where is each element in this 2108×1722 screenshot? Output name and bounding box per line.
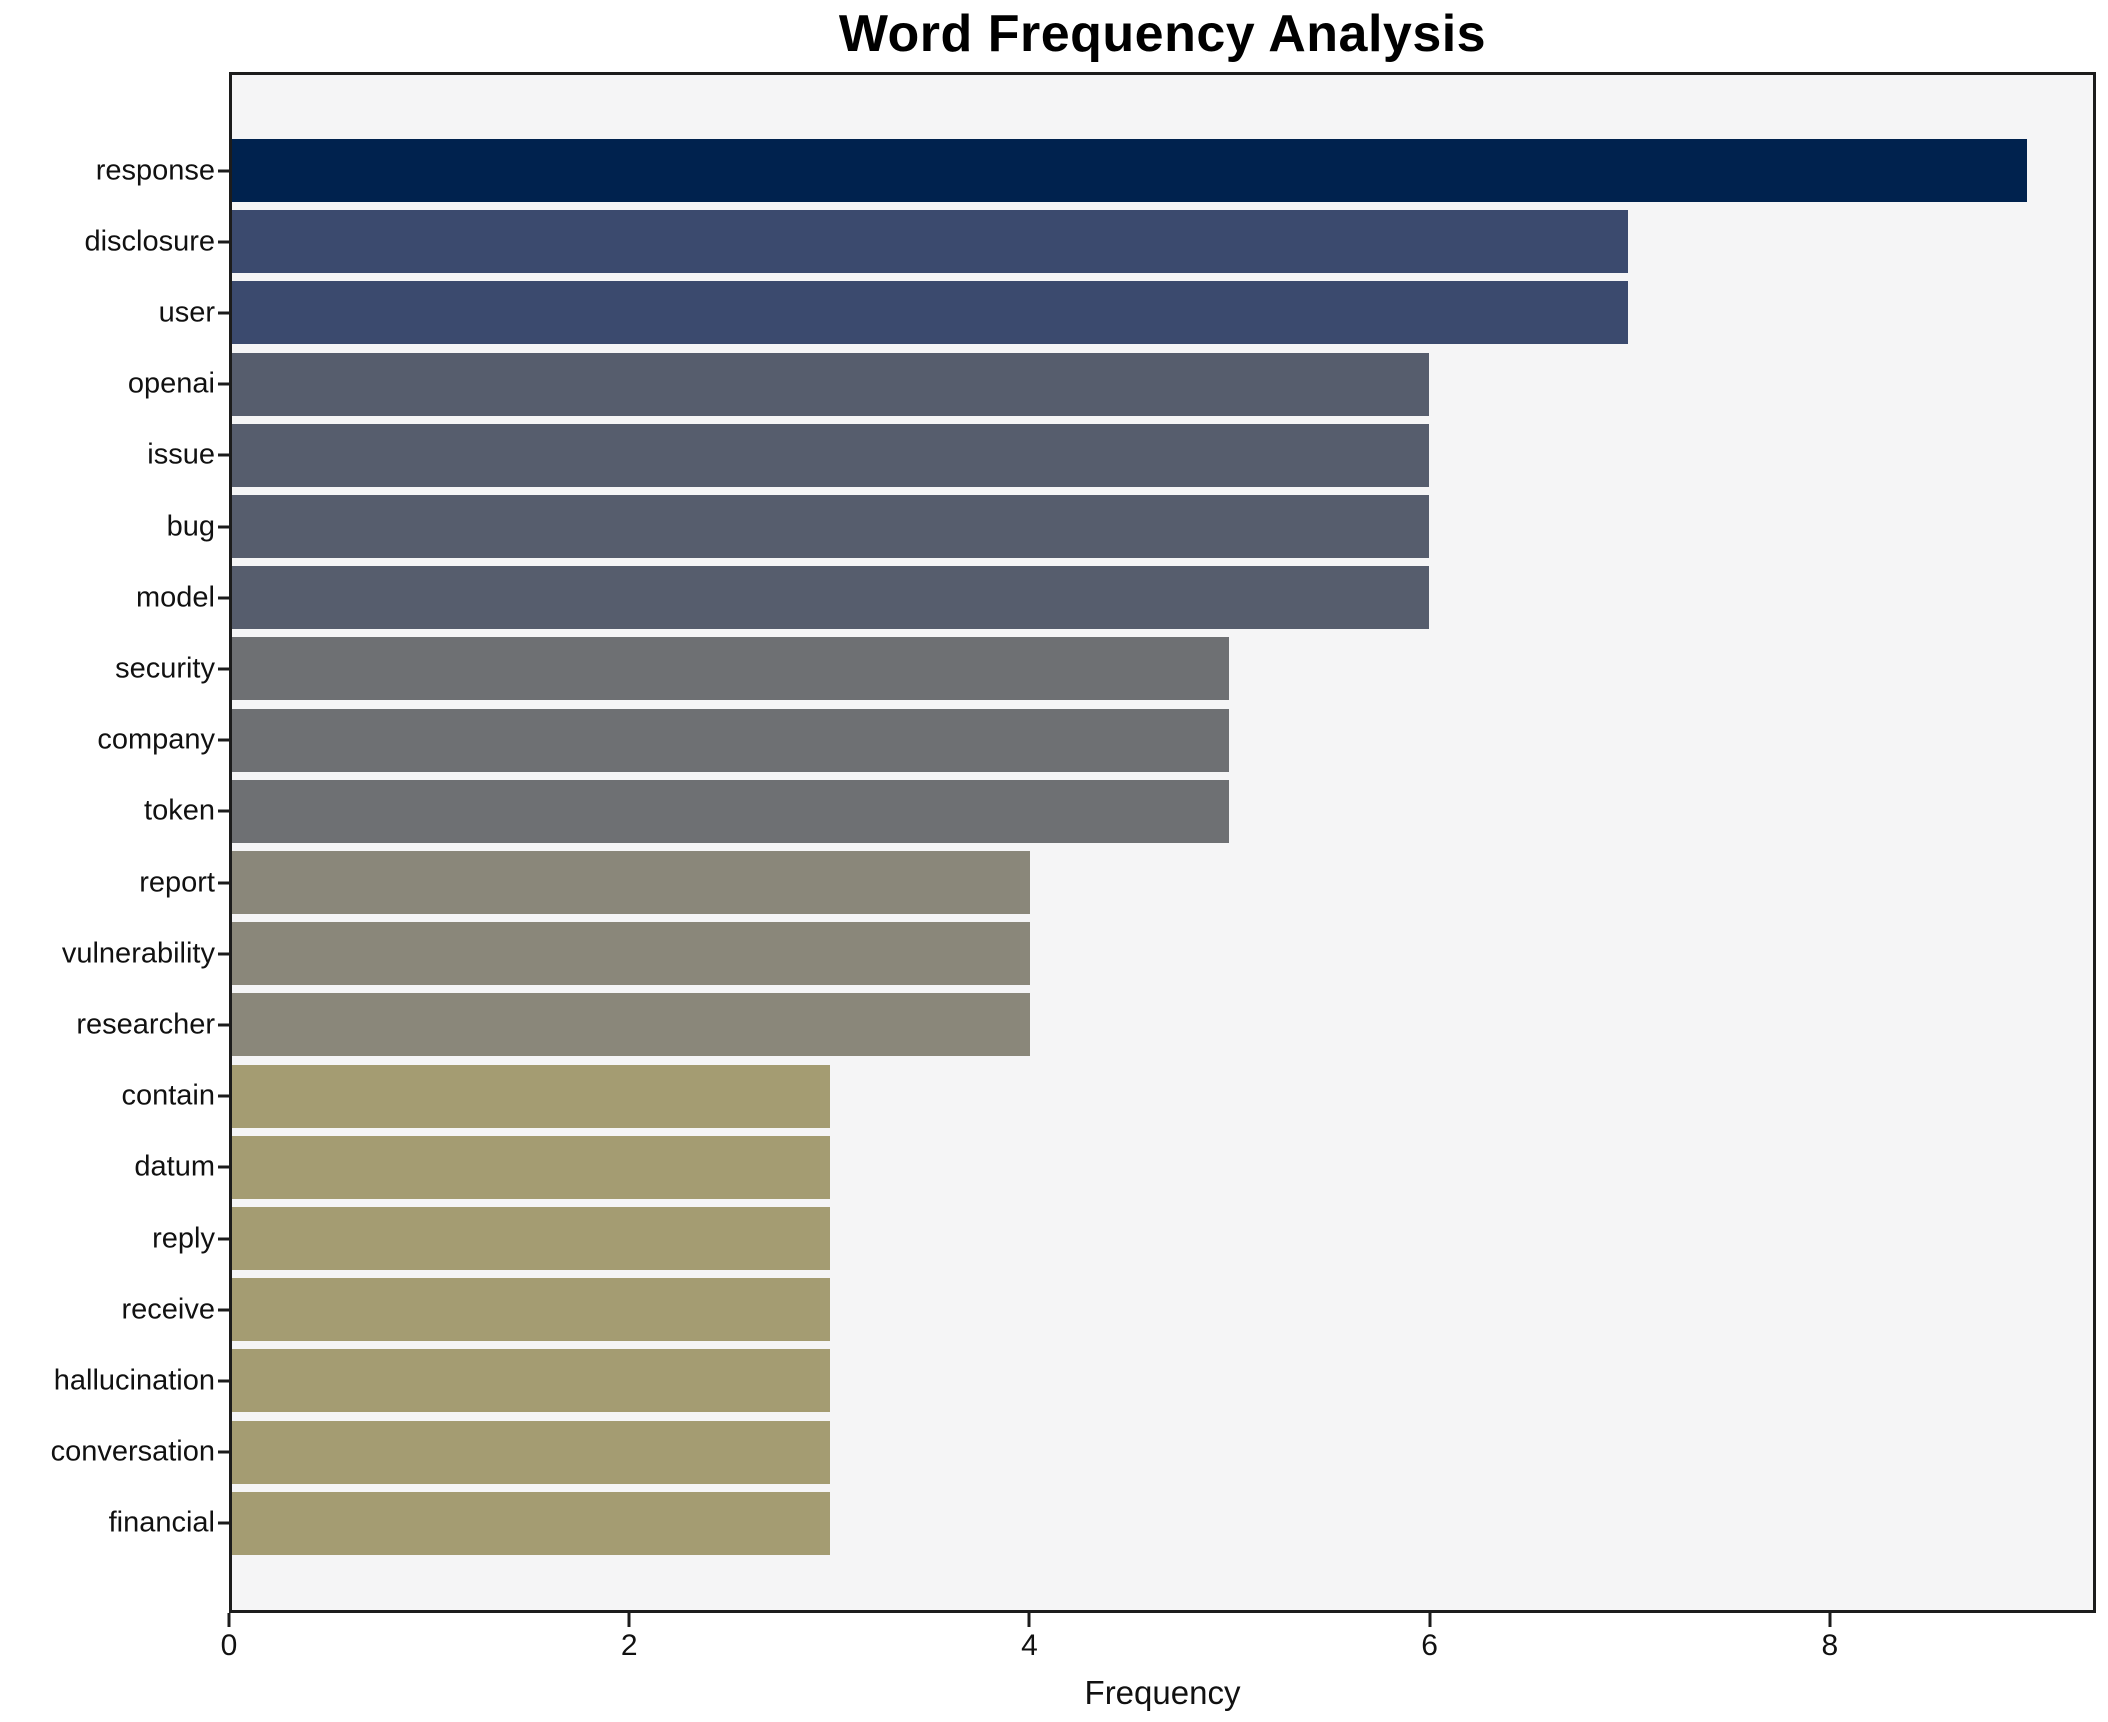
bars-container: response disclosure user openai issue bug mode… [51, 139, 2093, 1555]
y-tick-mark [218, 1165, 229, 1169]
y-tick-label: report [139, 866, 215, 899]
y-tick-label: financial [108, 1506, 215, 1539]
frequency-bar [232, 1491, 831, 1555]
frequency-bar [232, 1207, 831, 1271]
bar-row: response [96, 139, 2093, 202]
frequency-bar [232, 495, 1429, 559]
x-tick-label: 4 [1021, 1629, 1038, 1662]
y-tick-mark [218, 525, 229, 529]
y-tick-label: datum [134, 1150, 215, 1183]
x-tick-mark [1828, 1613, 1832, 1627]
x-tick-label: 8 [1821, 1629, 1839, 1662]
frequency-bar [232, 851, 1030, 915]
x-axis-label: Frequency [1084, 1674, 1241, 1711]
frequency-bar [232, 352, 1429, 416]
plot-area: response disclosure user openai issue bug mode… [51, 72, 2096, 1613]
x-tick-mark [1428, 1613, 1432, 1627]
x-tick-label: 6 [1421, 1629, 1438, 1662]
bar-row: contain [121, 1064, 2093, 1128]
y-tick-label: receive [121, 1293, 216, 1326]
frequency-bar [232, 1420, 831, 1484]
x-axis: 0 2 4 6 8 [221, 1613, 2096, 1673]
y-tick-mark [218, 1521, 229, 1525]
bar-row: researcher [76, 993, 2093, 1057]
y-tick-mark [218, 952, 229, 956]
frequency-bar [232, 1135, 831, 1199]
y-tick-label: model [136, 581, 215, 614]
y-tick-mark [218, 1237, 229, 1241]
bar-row: receive [122, 1278, 2093, 1342]
x-tick-label: 2 [620, 1629, 638, 1662]
y-tick-mark [218, 1094, 229, 1098]
x-tick-label: 0 [220, 1629, 238, 1662]
bar-row: disclosure [84, 210, 2093, 274]
bar-row: reply [152, 1207, 2093, 1271]
y-tick-mark [218, 311, 229, 315]
frequency-bar [232, 922, 1030, 986]
y-tick-label: reply [152, 1222, 215, 1255]
y-tick-label: token [144, 794, 215, 827]
bar-row: security [115, 637, 2093, 701]
x-tick-mark [1027, 1613, 1031, 1627]
y-tick-mark [218, 1308, 229, 1312]
y-tick-mark [218, 1379, 229, 1383]
y-tick-label: vulnerability [61, 937, 215, 970]
x-tick-mark [227, 1613, 231, 1627]
y-tick-label: user [158, 296, 215, 329]
frequency-bar [232, 210, 1629, 274]
y-tick-label: contain [121, 1079, 215, 1112]
y-tick-label: hallucination [53, 1364, 215, 1397]
y-tick-mark [218, 667, 229, 671]
y-tick-mark [218, 1023, 229, 1027]
y-tick-label: response [95, 154, 215, 186]
bar-row: bug [167, 495, 2093, 559]
frequency-bar [232, 423, 1429, 487]
y-tick-label: researcher [76, 1008, 215, 1041]
frequency-bar [232, 637, 1230, 701]
bar-row: report [139, 851, 2093, 915]
y-tick-label: issue [147, 438, 215, 471]
frequency-bar [232, 1349, 831, 1413]
y-tick-mark [218, 881, 229, 885]
y-tick-label: conversation [50, 1435, 215, 1468]
frequency-bar [232, 708, 1230, 772]
y-tick-label: security [115, 652, 215, 685]
bar-row: token [144, 779, 2093, 843]
y-tick-mark [218, 809, 229, 813]
frequency-bar [232, 1064, 831, 1128]
y-tick-mark [218, 382, 229, 386]
bar-row: company [97, 708, 2093, 772]
frequency-bar [232, 1278, 831, 1342]
bar-row: vulnerability [62, 922, 2093, 986]
y-tick-label: disclosure [84, 225, 215, 258]
frequency-bar [232, 281, 1629, 345]
bar-row: conversation [51, 1420, 2093, 1484]
x-tick-mark [627, 1613, 631, 1627]
bar-row: financial [109, 1491, 2093, 1555]
y-tick-mark [218, 738, 229, 742]
frequency-bar [232, 993, 1030, 1057]
frequency-bar [232, 139, 2028, 202]
y-tick-mark [218, 169, 229, 172]
bar-row: model [136, 566, 2093, 630]
y-tick-mark [218, 596, 229, 600]
bar-row: datum [134, 1135, 2093, 1199]
bar-row: issue [147, 423, 2093, 487]
y-tick-label: bug [166, 510, 215, 543]
y-tick-mark [218, 240, 229, 244]
bar-row: hallucination [54, 1349, 2093, 1413]
y-tick-mark [218, 453, 229, 457]
y-tick-label: company [97, 723, 215, 756]
y-tick-label: openai [127, 367, 215, 400]
frequency-bar [232, 779, 1230, 843]
chart-title: Word Frequency Analysis [838, 5, 1487, 63]
bar-row: user [159, 281, 2093, 345]
frequency-bar [232, 566, 1429, 630]
bar-row: openai [128, 352, 2093, 416]
y-tick-mark [218, 1450, 229, 1454]
